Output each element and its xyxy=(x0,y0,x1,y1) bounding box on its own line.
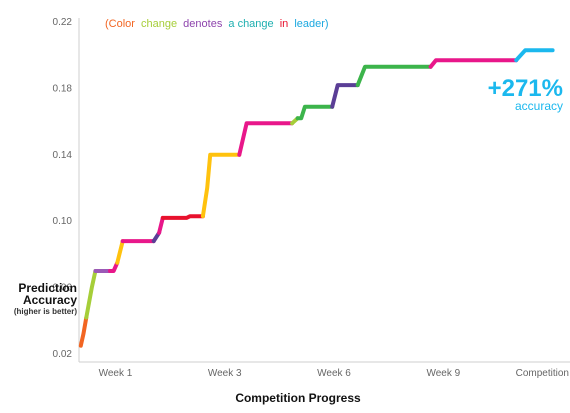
y-axis-title-line3: (higher is better) xyxy=(14,307,77,316)
leader-segment-9 xyxy=(160,214,205,220)
y-tick-label: 0.18 xyxy=(53,83,73,94)
y-axis-title-line1: Prediction xyxy=(18,281,77,295)
x-tick-label: Competition End xyxy=(516,368,570,379)
gain-label: accuracy xyxy=(515,99,563,113)
note-word: (Color xyxy=(105,18,135,30)
x-tick-label: Week 6 xyxy=(317,368,351,379)
note-word: denotes xyxy=(183,18,223,30)
leader-segment-17 xyxy=(514,48,555,63)
note-word: a change xyxy=(228,18,273,30)
leader-segment-4 xyxy=(108,260,120,273)
leader-segment-16 xyxy=(428,58,519,69)
leader-segment-1 xyxy=(78,315,89,348)
leader-segment-8 xyxy=(157,215,165,235)
leader-segment-10 xyxy=(200,152,242,219)
y-tick-label: 0.22 xyxy=(53,17,73,28)
x-tick-label: Week 3 xyxy=(208,368,242,379)
note-word: change xyxy=(141,18,177,30)
y-tick-label: 0.06 xyxy=(53,283,73,294)
series-layer xyxy=(78,48,555,348)
leader-segment-5 xyxy=(115,239,125,265)
y-tick-labels: 0.22 0.18 0.14 0.10 0.06 0.02 xyxy=(53,17,73,360)
gain-value: +271% xyxy=(488,75,563,102)
note-word: leader) xyxy=(294,18,328,30)
leader-segment-13 xyxy=(295,104,335,121)
leader-segment-14 xyxy=(330,83,360,109)
leader-segment-2 xyxy=(84,269,98,320)
y-tick-label: 0.10 xyxy=(53,216,73,227)
color-change-note: (Color change denotes a change in leader… xyxy=(105,18,329,30)
y-tick-label: 0.02 xyxy=(53,349,73,360)
leader-segment-15 xyxy=(355,64,433,88)
leader-segment-11 xyxy=(237,121,295,157)
x-axis-title: Competition Progress xyxy=(235,391,361,405)
x-tick-label: Week 1 xyxy=(99,368,133,379)
x-tick-label: Week 9 xyxy=(426,368,460,379)
y-tick-label: 0.14 xyxy=(53,150,73,161)
y-axis-title-line2: Accuracy xyxy=(23,293,77,307)
x-tick-labels: Week 1 Week 3 Week 6 Week 9 Competition … xyxy=(99,368,570,379)
note-word: in xyxy=(280,18,289,30)
